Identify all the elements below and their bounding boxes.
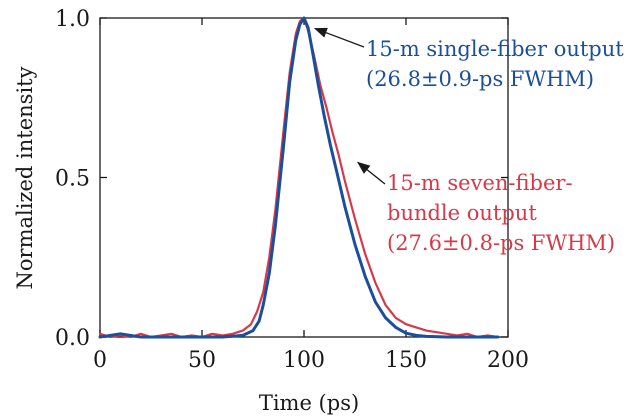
annotation-arrow (356, 161, 386, 185)
x-tick-label: 200 (487, 348, 529, 373)
x-tick-label: 100 (283, 348, 325, 373)
y-tick-label: 0.0 (55, 326, 90, 351)
x-axis-ticks: 0 50 100 150 200 (93, 18, 529, 373)
y-tick-label: 0.5 (55, 167, 90, 192)
x-axis-label: Time (ps) (259, 391, 359, 415)
annotation-seven-fiber-bundle: 15-m seven-fiber- (387, 171, 573, 195)
annotation-seven-fiber-bundle: bundle output (387, 201, 537, 225)
annotation-single-fiber: 15-m single-fiber output (366, 37, 624, 61)
x-tick-label: 0 (93, 348, 107, 373)
x-tick-label: 150 (385, 348, 427, 373)
annotation-arrow (313, 27, 365, 48)
series-line-single-fiber (98, 16, 500, 339)
annotation-seven-fiber-bundle: (27.6±0.8-ps FWHM) (387, 231, 615, 255)
y-axis-label: Normalized intensity (13, 66, 37, 289)
series-layer (98, 16, 500, 339)
y-tick-label: 1.0 (55, 7, 90, 32)
y-axis-ticks: 0.0 0.5 1.0 (55, 7, 508, 351)
annotation-single-fiber: (26.8±0.9-ps FWHM) (366, 67, 594, 91)
annotation-layer: 15-m single-fiber output (26.8±0.9-ps FWH… (313, 27, 624, 255)
x-tick-label: 50 (188, 348, 216, 373)
